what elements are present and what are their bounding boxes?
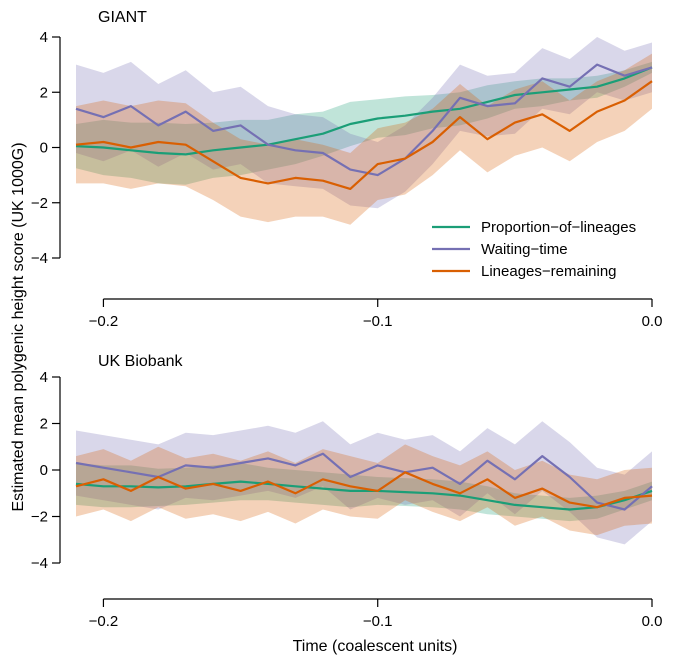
ukbiobank-y-tick-label: 2 (40, 416, 48, 433)
giant-y-tick-label: 0 (40, 140, 48, 157)
giant-lines (75, 63, 653, 190)
giant-panel: GIANT 4 2 0 −2 −4 −0.2 −0.1 0.0 Proportion−of−l… (31, 9, 663, 330)
ukbiobank-y-tick-label: 0 (40, 462, 48, 479)
giant-x-tick-label: 0.0 (642, 313, 663, 330)
giant-lineages-remaining-line (75, 80, 653, 190)
ukbiobank-y-tick-label: 4 (40, 369, 48, 386)
ukbiobank-waiting-time-line (75, 452, 653, 511)
giant-waiting-time-line (75, 63, 653, 177)
ukbiobank-lines (75, 452, 653, 511)
ukbiobank-y-tick-label: −4 (31, 555, 48, 572)
ukbiobank-proportion-of-lineages-band (76, 463, 652, 522)
ukbiobank-panel-title: UK Biobank (98, 353, 183, 370)
ukbiobank-panel: UK Biobank 4 2 0 −2 −4 −0.2 −0.1 0.0 (31, 353, 663, 630)
giant-x-tick-label: −0.1 (363, 313, 393, 330)
ukbiobank-axes: 4 2 0 −2 −4 −0.2 −0.1 0.0 (31, 369, 663, 630)
giant-y-tick-label: 4 (40, 29, 48, 46)
giant-x-tick-label: −0.2 (89, 313, 119, 330)
legend: Proportion−of−lineages Waiting−time Lineag… (432, 219, 636, 280)
ukbiobank-proportion-of-lineages-line (75, 480, 653, 511)
ukbiobank-x-tick-label: −0.1 (363, 613, 393, 630)
y-axis-label: Estimated mean polygenic height score (U… (10, 142, 27, 511)
giant-y-tick-label: −2 (31, 195, 48, 212)
giant-proportion-of-lineages-line (75, 66, 653, 156)
giant-proportion-of-lineages-band (76, 61, 652, 185)
x-axis-label: Time (coalescent units) (293, 638, 458, 655)
ukbiobank-y-tick-label: −2 (31, 509, 48, 526)
legend-label-proportion-of-lineages: Proportion−of−lineages (481, 219, 636, 236)
ukbiobank-lineages-remaining-line (75, 471, 653, 509)
ukbiobank-bands (76, 421, 652, 545)
ukbiobank-waiting-time-band (76, 421, 652, 545)
giant-axes: 4 2 0 −2 −4 −0.2 −0.1 0.0 (31, 29, 663, 330)
giant-y-tick-label: 2 (40, 84, 48, 101)
giant-panel-title: GIANT (98, 9, 147, 26)
legend-label-waiting-time: Waiting−time (481, 241, 568, 258)
giant-bands (76, 37, 652, 225)
giant-y-tick-label: −4 (31, 250, 48, 267)
ukbiobank-x-tick-label: −0.2 (89, 613, 119, 630)
ukbiobank-x-tick-label: 0.0 (642, 613, 663, 630)
legend-label-lineages-remaining: Lineages−remaining (481, 263, 617, 280)
